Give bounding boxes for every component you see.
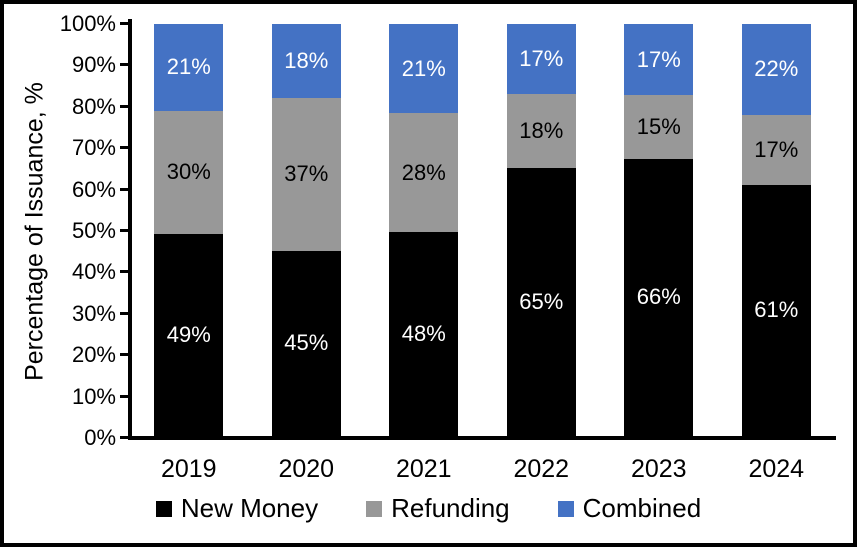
segment-new-money-2022: 65% xyxy=(506,168,576,436)
bar-slot-2021: 21% 28% 48% xyxy=(365,24,483,436)
y-tick-label-70-: 70% xyxy=(71,135,116,161)
segment-refunding-2022: 18% xyxy=(506,94,576,169)
x-tick-label-2022: 2022 xyxy=(513,455,570,483)
y-tick-label-90-: 90% xyxy=(71,52,116,78)
segment-refunding-2024: 17% xyxy=(741,114,811,185)
y-tick-mark-90- xyxy=(120,63,130,67)
y-tick-mark-80- xyxy=(120,104,130,108)
legend-item-new-money: New Money xyxy=(155,493,319,524)
data-label-combined-2022: 17% xyxy=(519,46,564,72)
segment-new-money-2020: 45% xyxy=(271,250,341,436)
x-tick-label-2020: 2020 xyxy=(278,455,335,483)
bar-2024: 22% 17% 61% xyxy=(741,24,811,436)
y-tick-label-60-: 60% xyxy=(71,176,116,202)
legend-label-refunding: Refunding xyxy=(391,493,510,523)
data-label-refunding-2024: 17% xyxy=(754,136,799,162)
segment-new-money-2019: 49% xyxy=(154,234,224,436)
legend-item-refunding: Refunding xyxy=(366,493,510,524)
segment-combined-2024: 22% xyxy=(741,24,811,115)
data-label-new-money-2020: 45% xyxy=(284,330,329,356)
y-tick-mark-100- xyxy=(120,22,130,25)
data-label-refunding-2019: 30% xyxy=(166,159,211,185)
y-tick-mark-50- xyxy=(120,229,130,232)
y-tick-mark-20- xyxy=(120,353,130,357)
data-label-combined-2023: 17% xyxy=(636,46,681,72)
x-tick-label-2021: 2021 xyxy=(395,455,452,483)
legend-item-combined: Combined xyxy=(557,493,702,524)
data-label-new-money-2023: 66% xyxy=(636,284,681,310)
segment-combined-2020: 18% xyxy=(271,24,341,99)
bar-2022: 17% 18% 65% xyxy=(506,24,576,436)
plot-area: 21% 30% 49% 18% 37% 45% 21% 28% 48% 17% 18% 65% 17% 1… xyxy=(130,24,835,436)
y-tick-mark-60- xyxy=(120,187,130,191)
bar-2021: 21% 28% 48% xyxy=(389,24,459,436)
bar-slot-2020: 18% 37% 45% xyxy=(248,24,366,436)
y-tick-label-100-: 100% xyxy=(59,11,116,36)
segment-refunding-2023: 15% xyxy=(624,95,694,159)
y-tick-label-30-: 30% xyxy=(71,300,116,326)
segment-new-money-2024: 61% xyxy=(741,184,811,436)
x-axis-line xyxy=(128,436,836,440)
legend-swatch-icon-refunding xyxy=(366,500,383,517)
bar-slot-2023: 17% 15% 66% xyxy=(600,24,718,436)
y-tick-mark-0- xyxy=(120,436,130,439)
data-label-refunding-2020: 37% xyxy=(284,161,329,187)
x-tick-label-2019: 2019 xyxy=(160,455,217,483)
segment-new-money-2023: 66% xyxy=(624,158,694,436)
segment-combined-2022: 17% xyxy=(506,24,576,95)
legend-label-combined: Combined xyxy=(582,493,702,523)
y-tick-label-0-: 0% xyxy=(84,425,116,450)
legend-swatch-icon-new-money xyxy=(155,500,172,517)
data-label-new-money-2019: 49% xyxy=(166,322,211,348)
y-tick-mark-70- xyxy=(120,146,130,150)
y-tick-label-40-: 40% xyxy=(71,259,116,285)
y-tick-mark-40- xyxy=(120,270,130,274)
data-label-combined-2020: 18% xyxy=(284,48,329,74)
legend-label-new-money: New Money xyxy=(180,493,319,523)
data-label-combined-2021: 21% xyxy=(401,55,446,81)
data-label-refunding-2022: 18% xyxy=(519,118,564,144)
data-label-refunding-2021: 28% xyxy=(401,159,446,185)
segment-new-money-2021: 48% xyxy=(389,232,459,436)
bar-2020: 18% 37% 45% xyxy=(271,24,341,436)
x-tick-label-2024: 2024 xyxy=(748,455,805,483)
data-label-new-money-2024: 61% xyxy=(754,297,799,323)
y-tick-label-20-: 20% xyxy=(71,342,116,368)
segment-refunding-2019: 30% xyxy=(154,110,224,235)
data-label-combined-2019: 21% xyxy=(166,54,211,80)
bar-slot-2022: 17% 18% 65% xyxy=(483,24,601,436)
data-label-new-money-2022: 65% xyxy=(519,289,564,315)
segment-combined-2023: 17% xyxy=(624,24,694,96)
segment-combined-2019: 21% xyxy=(154,24,224,111)
bar-2019: 21% 30% 49% xyxy=(154,24,224,436)
y-tick-label-80-: 80% xyxy=(71,93,116,119)
bar-slot-2019: 21% 30% 49% xyxy=(130,24,248,436)
segment-combined-2021: 21% xyxy=(389,24,459,114)
y-tick-label-50-: 50% xyxy=(71,218,116,243)
segment-refunding-2020: 37% xyxy=(271,98,341,251)
x-tick-label-2023: 2023 xyxy=(630,455,687,483)
data-label-combined-2024: 22% xyxy=(754,56,799,82)
bar-2023: 17% 15% 66% xyxy=(624,24,694,436)
x-axis-tick-labels: 2019 2020 2021 2022 2023 2024 xyxy=(130,455,835,484)
bar-slot-2024: 22% 17% 61% xyxy=(718,24,836,436)
legend: New Money Refunding Combined xyxy=(4,493,853,524)
y-tick-mark-30- xyxy=(120,311,130,315)
data-label-refunding-2023: 15% xyxy=(636,113,681,139)
data-label-new-money-2021: 48% xyxy=(401,321,446,347)
y-tick-label-10-: 10% xyxy=(71,383,116,409)
y-axis-line xyxy=(128,19,132,440)
y-tick-mark-10- xyxy=(120,394,130,398)
legend-swatch-icon-combined xyxy=(557,500,574,517)
segment-refunding-2021: 28% xyxy=(389,113,459,233)
